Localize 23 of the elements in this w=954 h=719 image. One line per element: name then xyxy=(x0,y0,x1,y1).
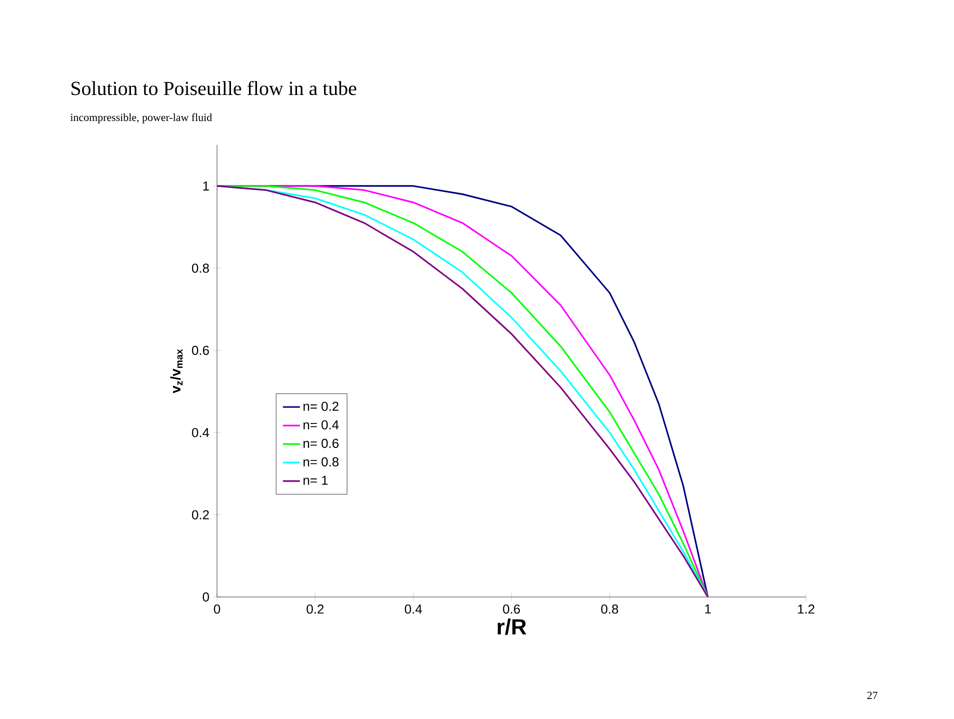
y-tick-label: 1 xyxy=(203,182,209,190)
text: v$_{z}$/v$_{max}$ xyxy=(170,349,183,394)
legend-label: n= 1 xyxy=(304,476,328,485)
y-tick-label: 0.2 xyxy=(192,510,209,520)
y-tick-label: 0 xyxy=(202,592,209,602)
x-axis-title: r/R xyxy=(498,618,526,635)
x-tick-label: 0.6 xyxy=(503,604,520,614)
x-tick-label: 0 xyxy=(214,604,220,614)
chart-title: Solution to Poiseuille flow in a tube xyxy=(72,80,356,96)
legend-label: n= 0.2 xyxy=(304,402,338,411)
legend-label: n= 0.8 xyxy=(304,457,339,466)
y-tick-label: 0.6 xyxy=(192,346,209,355)
chart-subtitle: incompressible, power-law fluid xyxy=(70,113,212,124)
legend-label: n= 0.6 xyxy=(304,438,339,448)
x-tick-label: 0.2 xyxy=(306,604,324,614)
legend-label: n= 0.4 xyxy=(304,420,339,430)
x-tick-label: 1.2 xyxy=(798,604,814,614)
x-tick-label: 0.8 xyxy=(601,604,618,614)
x-tick-label: 1 xyxy=(705,604,711,614)
text: 27 xyxy=(867,692,878,699)
x-tick-label: 0.4 xyxy=(404,604,422,614)
y-tick-label: 0.4 xyxy=(192,428,210,438)
y-tick-label: 0.8 xyxy=(192,264,209,273)
